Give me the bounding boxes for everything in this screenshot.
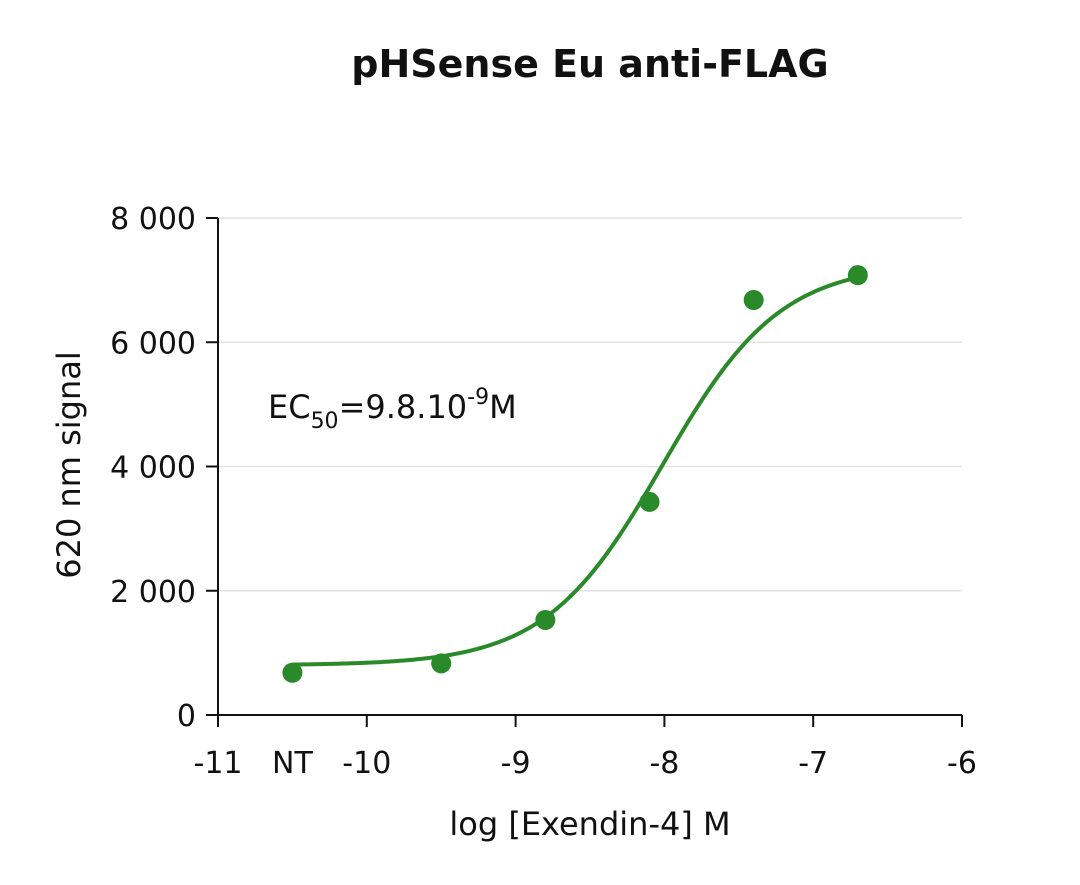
- y-tick-label: 6 000: [110, 326, 196, 361]
- gridlines: [218, 217, 962, 592]
- y-tick-label: 4 000: [110, 451, 196, 486]
- ec50-exponent: -9: [467, 385, 489, 410]
- x-tick-label-nt: NT: [272, 746, 313, 781]
- fit-curve: [290, 275, 860, 667]
- x-tick-label: -7: [798, 746, 828, 781]
- ec50-prefix: EC: [268, 388, 311, 426]
- fit-curve-group: [290, 275, 860, 667]
- data-point: [431, 653, 452, 674]
- data-point: [639, 491, 660, 512]
- data-points: [282, 265, 868, 683]
- ec50-value: =9.8.10: [339, 388, 468, 426]
- ec50-unit: M: [489, 388, 517, 426]
- y-axis-label: 620 nm signal: [50, 351, 88, 579]
- x-axis-ticks: -11 -10 -9 -8 -7 -6 NT: [194, 715, 977, 781]
- chart-title: pHSense Eu anti-FLAG: [351, 42, 829, 86]
- y-tick-label: 0: [177, 699, 196, 734]
- y-tick-label: 2 000: [110, 575, 196, 610]
- y-tick-label: 8 000: [110, 202, 196, 237]
- data-point: [282, 662, 303, 683]
- x-tick-label: -9: [501, 746, 531, 781]
- data-point: [743, 290, 764, 311]
- x-tick-label: -6: [947, 746, 977, 781]
- ec50-annotation: EC50=9.8.10-9M: [268, 385, 517, 434]
- x-tick-label: -11: [194, 746, 243, 781]
- ec50-subscript: 50: [311, 409, 339, 434]
- data-point: [535, 609, 556, 630]
- x-axis-label: log [Exendin-4] M: [449, 805, 730, 843]
- y-axis-ticks: 0 2 000 4 000 6 000 8 000: [110, 202, 218, 734]
- data-point: [847, 265, 868, 286]
- x-tick-label: -8: [649, 746, 679, 781]
- x-tick-label: -10: [342, 746, 391, 781]
